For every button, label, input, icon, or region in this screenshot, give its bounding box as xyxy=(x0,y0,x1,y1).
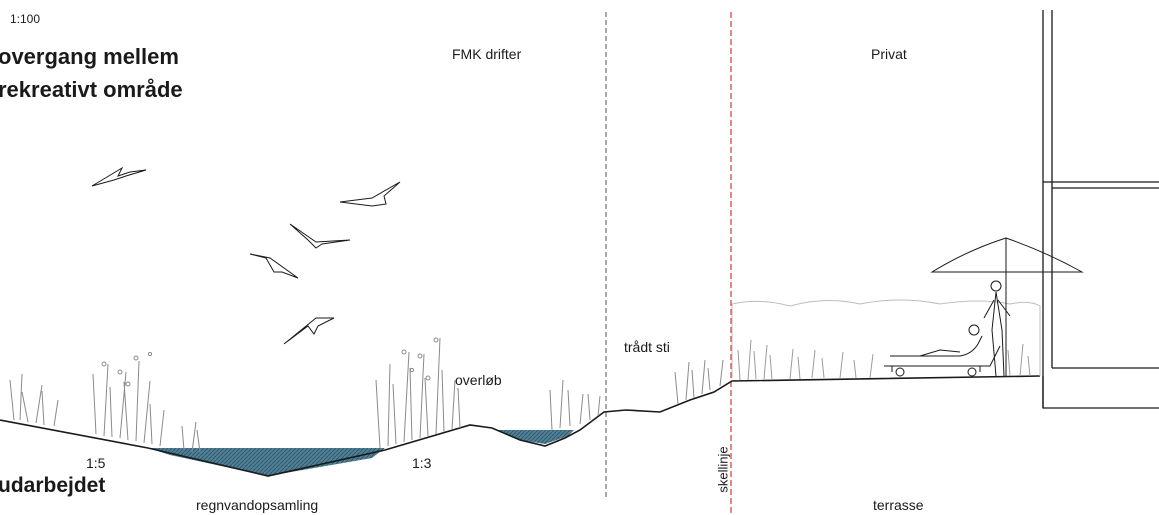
bird-icon xyxy=(91,166,147,187)
footer-heading: udarbejdet xyxy=(0,474,106,497)
bird-icon xyxy=(289,223,351,249)
vegetation-mid xyxy=(375,337,601,449)
drawing-title: overgang mellem rekreativt område xyxy=(0,40,183,106)
vegetation-terrace xyxy=(737,339,1031,381)
bird-icon xyxy=(339,181,401,207)
label-property-line: skellinje xyxy=(715,446,731,493)
rainwater-basin-water xyxy=(148,448,385,476)
label-path: trådt sti xyxy=(624,339,670,355)
drawing-title-line-2: rekreativt område xyxy=(0,77,183,102)
hedge xyxy=(731,299,1041,378)
drawing-title-line-1: overgang mellem xyxy=(0,44,179,69)
overflow-basin-water xyxy=(497,430,574,444)
umbrella-icon xyxy=(930,237,1084,376)
bird-icon xyxy=(249,253,299,279)
label-overflow: overløb xyxy=(455,372,502,388)
label-slope-left: 1:5 xyxy=(86,455,106,471)
zone-label-right: Privat xyxy=(871,46,907,62)
scale-label: 1:100 xyxy=(10,12,41,26)
vegetation-path xyxy=(674,359,724,405)
person-standing-icon xyxy=(983,280,1011,377)
zone-label-left: FMK drifter xyxy=(452,46,522,62)
person-lounger-icon xyxy=(884,324,1001,377)
bird-icon xyxy=(283,317,335,345)
label-terrace: terrasse xyxy=(873,497,924,513)
label-slope-right: 1:3 xyxy=(412,455,432,471)
ground-line xyxy=(0,375,1041,477)
vegetation-left xyxy=(9,351,201,453)
label-basin: regnvandopsamling xyxy=(196,497,319,513)
building xyxy=(1042,10,1159,409)
